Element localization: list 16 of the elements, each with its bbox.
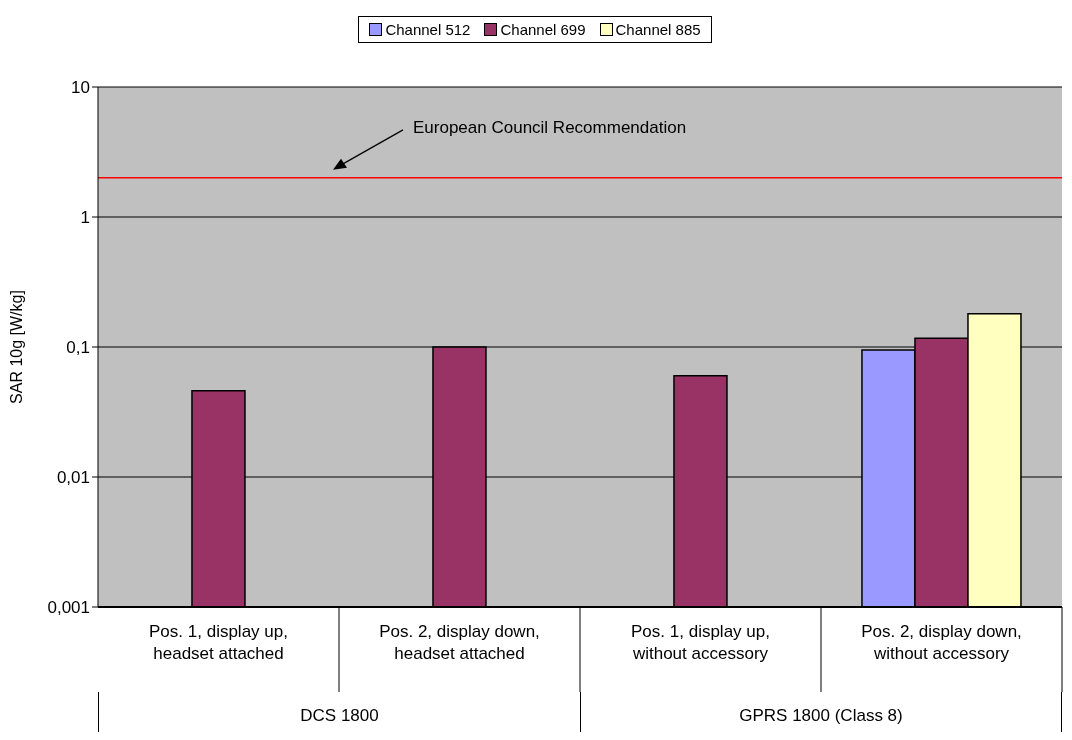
y-axis-title: SAR 10g [W/kg] [7,290,25,404]
x-tick-label: Pos. 1, display up, without accessory [631,622,770,663]
x-tick-label: Pos. 2, display down, without accessory [861,622,1022,663]
text: GPRS 1800 (Class 8) [580,692,1062,732]
y-tick-label: 0,001 [47,598,90,618]
legend-label: Channel 699 [499,21,586,38]
legend-label: Channel 885 [614,21,701,38]
y-tick-label: 10 [71,78,90,98]
x-tick-label: Pos. 1, display up, headset attached [149,622,288,663]
y-tick-label: 1 [80,208,90,228]
y-tick-label: 0,01 [56,468,90,488]
x-tick-label: Pos. 2, display down, headset attached [379,622,540,663]
y-tick-label: 0,1 [66,338,90,358]
legend-label: Channel 512 [384,21,471,38]
ref-line-label: European Council Recommendation [413,117,687,137]
text: DCS 1800 [98,692,580,732]
